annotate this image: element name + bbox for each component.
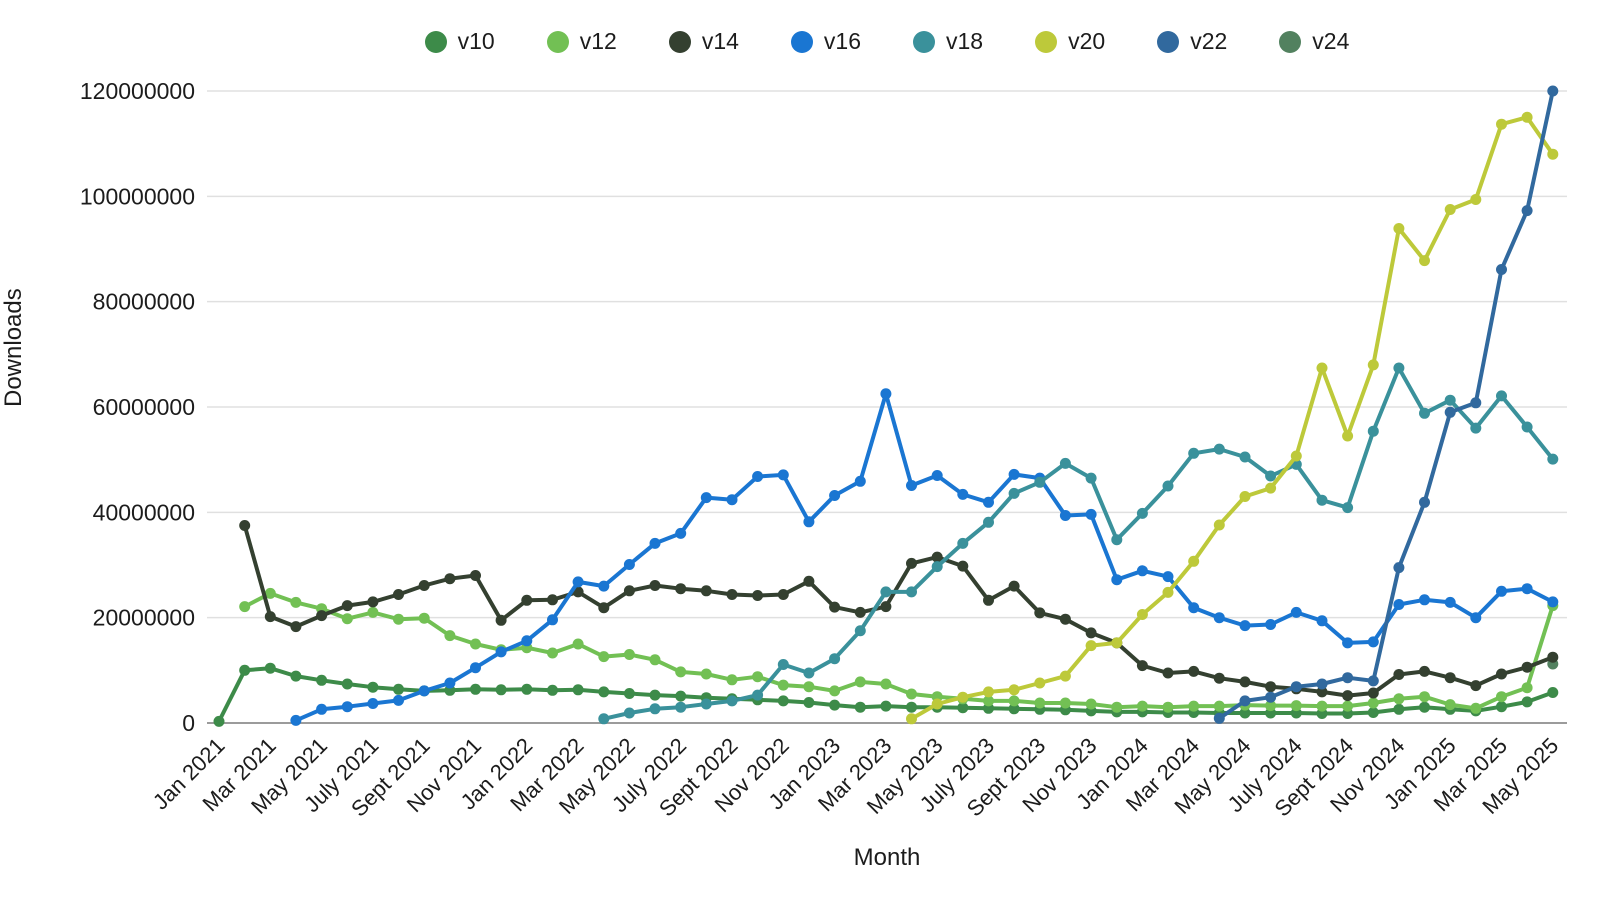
legend-label-v22: v22 [1190,28,1228,54]
y-tick-label: 0 [182,710,195,736]
legend-dot-v10 [424,30,447,53]
legend-item-v14[interactable]: v14 [668,28,739,55]
legend-label-v24: v24 [1312,28,1350,54]
legend-item-v22[interactable]: v22 [1157,28,1227,55]
legend-dot-v22 [1157,30,1180,53]
chart-legend: v10 v12 v14 v16 v18 v20 v22 v24 [207,28,1567,55]
legend-label-v12: v12 [579,28,617,54]
legend-item-v12[interactable]: v12 [546,28,617,55]
legend-label-v10: v10 [457,28,495,54]
legend-item-v16[interactable]: v16 [790,28,861,55]
legend-dot-v20 [1035,30,1058,53]
series-v18[interactable] [598,362,1559,725]
legend-dot-v12 [546,30,569,53]
legend-item-v10[interactable]: v10 [424,28,495,55]
legend-label-v16: v16 [823,28,861,54]
legend-label-v18: v18 [946,28,984,54]
y-axis-title: Downloads [0,288,27,407]
series-v22[interactable] [1213,85,1559,724]
legend-item-v24[interactable]: v24 [1279,28,1349,55]
series-v20[interactable] [906,111,1559,725]
y-tick-label: 120000000 [80,78,195,104]
legend-label-v20: v20 [1068,28,1106,54]
legend-dot-v24 [1279,30,1302,53]
y-tick-label: 60000000 [93,394,195,420]
legend-item-v18[interactable]: v18 [913,28,983,55]
legend-item-v20[interactable]: v20 [1035,28,1105,55]
legend-dot-v14 [668,30,691,53]
series-v16[interactable] [290,388,1559,726]
y-tick-label: 100000000 [80,183,195,209]
y-tick-label: 40000000 [93,499,195,525]
series-v12[interactable] [239,587,1559,714]
y-tick-label: 80000000 [93,289,195,315]
y-tick-label: 20000000 [93,605,195,631]
legend-dot-v16 [790,30,813,53]
legend-label-v14: v14 [701,28,739,54]
series-v14[interactable] [239,520,1559,702]
legend-dot-v18 [913,30,935,53]
x-axis-title: Month [853,844,921,871]
